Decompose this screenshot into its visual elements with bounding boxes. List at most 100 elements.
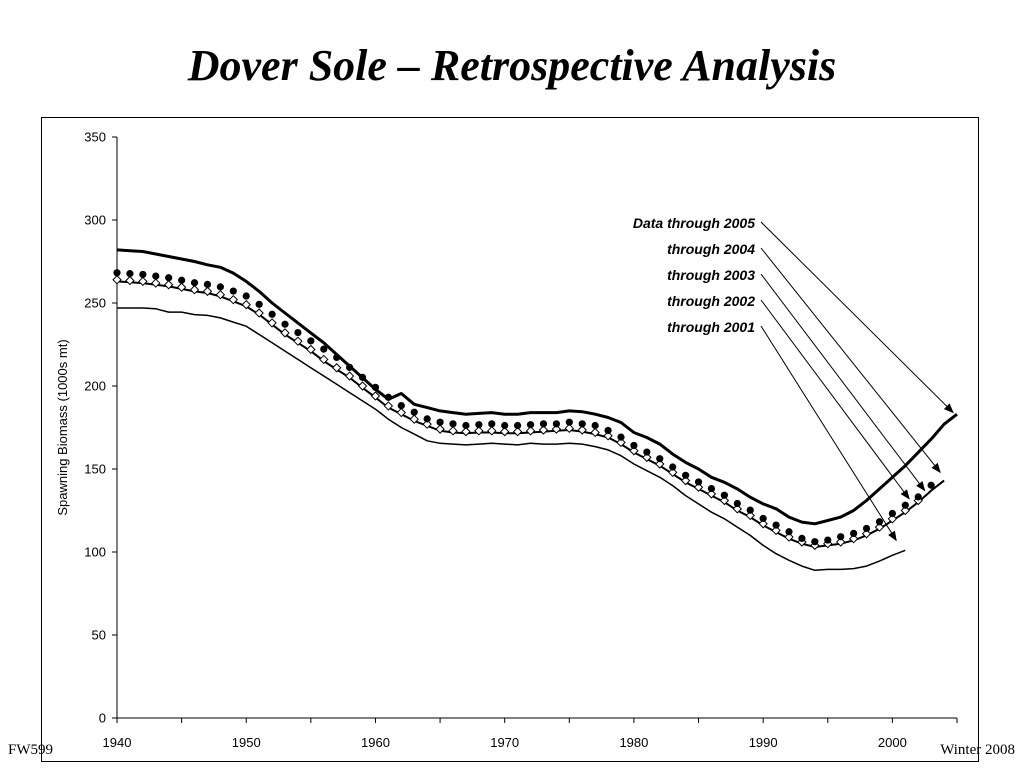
- series-point-2004: [604, 426, 612, 435]
- series-point-2004: [229, 287, 237, 295]
- series-point-2004: [294, 328, 302, 337]
- series-point-2004: [552, 420, 560, 428]
- x-tick-label: 1960: [361, 735, 390, 750]
- x-tick-label: 1970: [490, 735, 519, 750]
- series-point-2003: [435, 424, 445, 434]
- series-point-2004: [888, 509, 896, 518]
- series-point-2003: [564, 423, 575, 434]
- series-point-2003: [642, 452, 652, 463]
- y-tick-label: 150: [84, 462, 106, 477]
- series-point-2004: [462, 421, 470, 430]
- footer-course-code: FW599: [8, 742, 53, 758]
- series-point-2003: [629, 446, 639, 456]
- series-point-2004: [139, 270, 147, 279]
- chart-annotations: Data through 2005 through 2004 through 200…: [633, 215, 954, 542]
- series-point-2004: [824, 536, 832, 544]
- series-point-2003: [551, 424, 562, 434]
- series-point-2004: [682, 471, 690, 479]
- series-point-2003: [280, 328, 290, 338]
- chart-frame: 0 50 100 150 200 250 300 350 1940 1950 1960 1970 198…: [41, 117, 979, 762]
- series-point-2004: [501, 421, 509, 430]
- series-point-2003: [267, 318, 277, 328]
- y-tick-label: 100: [84, 545, 106, 560]
- series-point-2003: [163, 280, 174, 290]
- series-point-2003: [732, 504, 743, 514]
- series-point-2003: [693, 482, 704, 492]
- annotation-label: through 2002: [667, 293, 755, 309]
- series-point-2004: [539, 420, 548, 428]
- footer-term: Winter 2008: [940, 742, 1015, 758]
- series-point-2004: [190, 279, 199, 287]
- annotation-label: Data through 2005: [633, 215, 755, 231]
- series-point-2003: [383, 401, 394, 411]
- x-tick-label: 2000: [878, 735, 907, 750]
- series-point-2004: [178, 276, 186, 284]
- series-point-2003: [499, 426, 510, 437]
- series-point-2003: [706, 489, 717, 499]
- series-point-2004: [320, 345, 328, 353]
- series-point-2004: [914, 493, 922, 501]
- chart-axes: 0 50 100 150 200 250 300 350 1940 1950 1960 1970 198…: [55, 130, 958, 750]
- series-point-2003: [848, 534, 859, 544]
- series-point-2003: [900, 505, 911, 516]
- series-points-2003: [112, 275, 923, 551]
- series-point-2004: [617, 433, 625, 441]
- series-point-2004: [630, 441, 638, 450]
- series-point-2003: [474, 426, 484, 436]
- series-point-2004: [268, 310, 276, 318]
- series-point-2003: [719, 495, 730, 506]
- series-point-2003: [461, 426, 471, 437]
- y-tick-label: 200: [84, 379, 106, 394]
- annotation-label: through 2001: [667, 319, 755, 335]
- series-point-2003: [448, 426, 458, 436]
- series-point-2004: [669, 463, 677, 471]
- series-point-2004: [152, 272, 160, 280]
- series-point-2004: [423, 415, 431, 423]
- series-point-2004: [901, 501, 909, 509]
- annotation-label: through 2003: [667, 267, 755, 283]
- series-point-2004: [772, 521, 780, 529]
- series-point-2003: [344, 371, 355, 381]
- series-point-2003: [745, 510, 755, 521]
- series-point-2004: [475, 421, 483, 429]
- x-tick-label: 1980: [619, 735, 648, 750]
- biomass-chart: 0 50 100 150 200 250 300 350 1940 1950 1960 1970 198…: [55, 130, 958, 750]
- series-point-2004: [875, 518, 884, 526]
- series-point-2003: [241, 299, 251, 310]
- series-point-2004: [333, 353, 341, 362]
- series-point-2004: [216, 283, 224, 291]
- slide-title: Dover Sole – Retrospective Analysis: [187, 41, 837, 90]
- series-point-2003: [874, 522, 885, 532]
- series-point-2004: [371, 383, 380, 391]
- series-point-2004: [759, 514, 767, 523]
- series-point-2004: [384, 393, 392, 401]
- series-point-2003: [590, 427, 600, 438]
- series-point-2003: [616, 437, 626, 448]
- series-line-2005: [116, 248, 958, 526]
- series-point-2003: [771, 525, 781, 536]
- series-point-2003: [331, 363, 342, 373]
- series-point-2003: [835, 537, 846, 547]
- series-point-2004: [862, 524, 871, 533]
- y-tick-label: 300: [84, 213, 106, 228]
- series-point-2004: [811, 538, 819, 546]
- series-point-2004: [436, 418, 444, 426]
- series-point-2003: [228, 294, 239, 305]
- series-point-2003: [538, 425, 549, 435]
- series-line-2001: [117, 307, 906, 572]
- series-point-2004: [255, 300, 263, 308]
- series-point-2004: [449, 420, 457, 428]
- series-point-2004: [113, 269, 121, 277]
- series-point-2003: [112, 275, 122, 285]
- series-point-2004: [358, 373, 367, 381]
- series-point-2004: [746, 506, 754, 514]
- series-point-2004: [242, 292, 250, 300]
- series-point-2003: [306, 344, 316, 355]
- x-tick-label: 1990: [749, 735, 778, 750]
- annotation-arrow: [760, 273, 926, 492]
- series-points-2004: [113, 269, 935, 546]
- series-point-2003: [357, 381, 368, 391]
- series-point-2004: [656, 455, 664, 463]
- y-axis-label: Spawning Biomass (1000s mt): [55, 339, 70, 515]
- series-point-2003: [370, 391, 381, 401]
